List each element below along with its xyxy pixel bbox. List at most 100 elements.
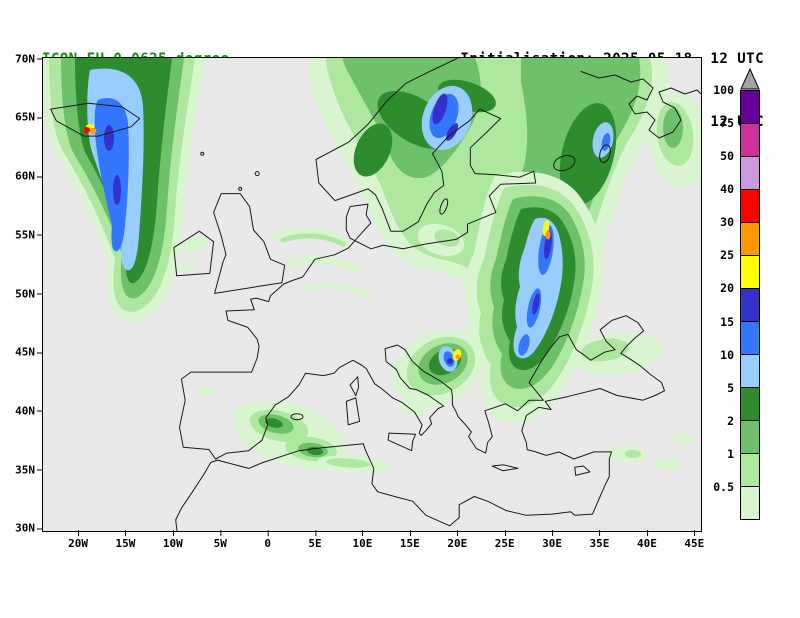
precip-scandinavia-shape (353, 123, 393, 177)
colorbar-segment (741, 189, 759, 222)
colorbar-label: 100 (713, 83, 734, 97)
colorbar-label: 1 (727, 446, 734, 461)
colorbar-segment (741, 387, 759, 420)
coastline-sicily (387, 432, 416, 452)
island-orkney (238, 186, 243, 191)
precip-scandinavia-shape (663, 108, 683, 148)
map-canvas (43, 58, 701, 531)
precip-scandinavia-shape (432, 93, 448, 125)
precip-atlantic-shape (89, 128, 97, 134)
colorbar-label: 15 (720, 314, 734, 329)
precip-atlantic (43, 58, 205, 324)
colorbar-segment (741, 91, 759, 123)
precip-east-europe-shape (532, 293, 540, 315)
colorbar-segment (741, 222, 759, 255)
colorbar-segment (741, 354, 759, 387)
coastline-continental (175, 58, 665, 531)
colorbar-segment (741, 420, 759, 453)
precipitation-field (43, 58, 701, 473)
precip-east-europe-shape (518, 334, 530, 356)
precip-east-europe-shape (581, 338, 629, 362)
precip-france-arcs (176, 227, 372, 299)
island-shetland (254, 171, 260, 177)
colorbar-segment (741, 486, 759, 519)
colorbar-label: 10 (720, 347, 734, 362)
precip-atlantic-shape (94, 98, 129, 252)
coastline-sardinia (345, 397, 361, 426)
lat-tick-label: 55N (15, 228, 43, 242)
colorbar-label: 50 (720, 149, 734, 164)
precip-france-arcs-shape (181, 236, 209, 252)
lon-tick-label: 15E (399, 530, 420, 550)
lat-tick-label: 35N (15, 463, 43, 477)
lon-tick-label: 25E (494, 530, 515, 550)
precip-east-europe (465, 171, 663, 423)
colorbar-label: 40 (720, 182, 734, 197)
precip-iberia-shape (199, 386, 215, 396)
precip-france-arcs-shape (300, 282, 372, 299)
lon-tick-label: 15W (115, 530, 136, 550)
map-frame (42, 57, 702, 532)
precip-france-arcs-shape (271, 227, 349, 246)
colorbar-arrow (740, 68, 760, 90)
island-mallorca (290, 413, 304, 421)
coastline-cyprus (574, 465, 591, 476)
precip-southeast-shape (655, 457, 683, 471)
precip-atlantic-shape (113, 175, 121, 205)
precip-france-arcs-shape (285, 256, 363, 274)
colorbar-segment (741, 288, 759, 321)
colorbar-segment (741, 453, 759, 486)
precip-france-arcs-shape (176, 262, 196, 274)
island-gotland (439, 198, 449, 215)
precip-atlantic-shape (104, 125, 114, 151)
lat-tick-label: 70N (15, 52, 43, 66)
lat-tick-label: 50N (15, 287, 43, 300)
colorbar-segment (741, 255, 759, 288)
coastline-white-sea (580, 71, 701, 139)
lon-tick-label: 40E (636, 530, 657, 550)
coastline-crete (491, 464, 519, 472)
island-faroe (200, 151, 205, 156)
lon-tick-label: 5E (308, 530, 322, 550)
colorbar-label: 25 (720, 248, 734, 263)
precip-adriatic-shape (455, 354, 461, 360)
precip-east-europe-shape (544, 231, 552, 259)
precip-east-europe-shape (545, 230, 551, 240)
precip-scandinavia-shape (434, 229, 460, 247)
colorbar-label: 0.5 (713, 479, 734, 494)
precip-southeast-shape (674, 434, 694, 444)
coastline-ireland (173, 230, 215, 277)
lon-tick-label: 30E (542, 530, 563, 550)
lake-onega (599, 144, 611, 163)
colorbar-arrow-shape (740, 68, 760, 90)
lon-tick-label: 10E (352, 530, 373, 550)
colorbar-segment (741, 156, 759, 189)
lon-tick-label: 0 (264, 530, 271, 550)
lake-ladoga (553, 155, 576, 172)
precip-southeast-shape (625, 450, 641, 458)
colorbar-label: 75 (720, 116, 734, 131)
coastline-great-britain (213, 193, 286, 294)
colorbar (740, 68, 760, 520)
colorbar-segments (740, 90, 760, 520)
colorbar-segment (741, 123, 759, 156)
lat-tick-label: 40N (15, 404, 43, 418)
lon-tick-label: 35E (589, 530, 610, 550)
coastline-corsica (349, 376, 360, 396)
colorbar-label: 2 (727, 413, 734, 428)
lon-tick-label: 5W (213, 530, 227, 550)
colorbar-segment (741, 321, 759, 354)
lon-tick-label: 10W (162, 530, 183, 550)
precip-atlantic-shape (84, 127, 90, 133)
coastline-iceland (50, 102, 141, 137)
precip-france-arcs-shape (280, 233, 346, 247)
lat-tick-label: 30N (15, 521, 43, 535)
precip-adriatic (393, 329, 485, 416)
precip-iberia (199, 386, 393, 473)
lon-tick-label: 20W (68, 530, 88, 550)
coastlines (50, 58, 701, 531)
lat-tick-label: 45N (15, 345, 43, 359)
colorbar-label: 5 (727, 380, 734, 395)
colorbar-label: 30 (720, 215, 734, 230)
